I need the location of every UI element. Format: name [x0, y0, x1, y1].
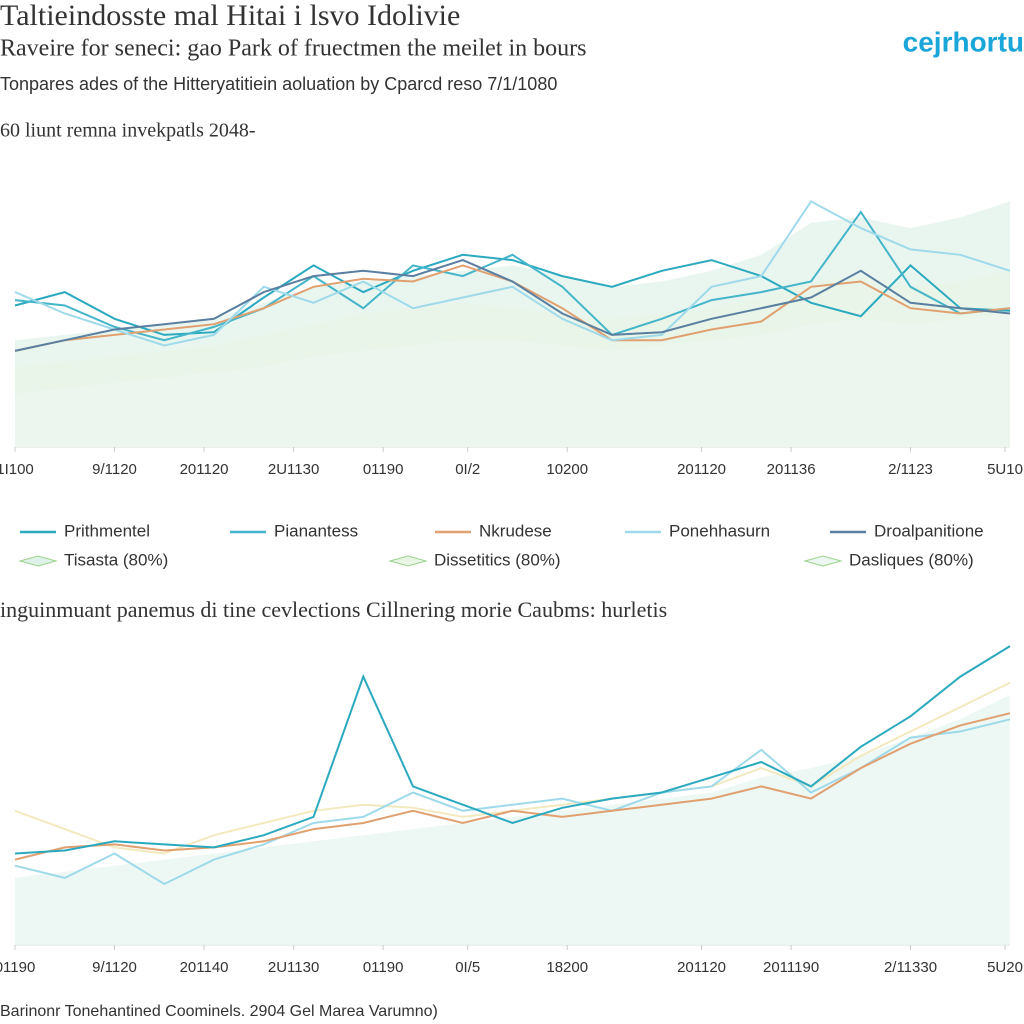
legend-swatch — [18, 555, 58, 567]
legend-label: Droalpanitione — [874, 521, 984, 540]
x-tick-label: 01190 — [0, 959, 35, 976]
x-tick-label: 0I/5 — [455, 959, 480, 976]
legend-label: Dissetitics (80%) — [434, 550, 561, 569]
x-tick-label: 201120 — [677, 959, 726, 976]
x-tick-label: 10200 — [546, 461, 588, 478]
title: Taltieindosste mal Hitai i lsvo Idolivie — [0, 0, 460, 32]
x-tick-label: 2/1123 — [888, 461, 933, 478]
legend-label: Tisasta (80%) — [64, 550, 168, 569]
x-tick-label: 201120 — [677, 461, 726, 478]
chart-label: 60 liunt remna invekpatls 2048- — [0, 120, 256, 142]
line — [14, 712, 1011, 861]
logo: cejrhortu — [903, 26, 1024, 57]
line — [14, 200, 1011, 347]
x-tick-label: 2U1130 — [268, 959, 319, 976]
line — [14, 253, 1011, 336]
legend-label: Pianantess — [274, 521, 358, 540]
x-tick-label: 5U10 — [987, 461, 1023, 478]
x-tick-label: 201120 — [180, 461, 229, 478]
footer: Barinonr Tonehantined Coominels. 2904 Ge… — [0, 1003, 438, 1020]
x-tick-label: 01190 — [363, 461, 404, 478]
x-tick-label: 1I100 — [0, 461, 34, 478]
chart-title: inguinmuant panemus di tine cevlections … — [0, 597, 667, 622]
line — [14, 718, 1011, 886]
line — [14, 210, 1011, 342]
line — [14, 645, 1011, 855]
legend-label: Prithmentel — [64, 521, 150, 540]
x-tick-label: 201140 — [180, 959, 229, 976]
area — [15, 313, 1010, 447]
x-tick-label: 0I/2 — [455, 461, 480, 478]
x-tick-label: 01190 — [363, 959, 404, 976]
x-tick-label: 2/11330 — [884, 959, 937, 976]
legend-label: Ponehhasurn — [669, 521, 770, 540]
legend-label: Dasliques (80%) — [849, 550, 974, 569]
x-tick-label: 9/1120 — [92, 461, 137, 478]
x-tick-label: 201136 — [767, 461, 816, 478]
legend-swatch — [388, 555, 428, 567]
area — [15, 694, 1010, 945]
x-tick-label: 5U20 — [987, 959, 1023, 976]
x-tick-label: 9/1120 — [92, 959, 137, 976]
description: Tonpares ades of the Hitteryatitiein aol… — [0, 74, 557, 94]
legend-swatch — [803, 555, 843, 567]
x-tick-label: 2U1130 — [268, 461, 319, 478]
x-tick-label: 18200 — [546, 959, 588, 976]
line — [14, 259, 1011, 352]
x-tick-label: 2011190 — [763, 959, 819, 976]
legend-label: Nkrudese — [479, 521, 552, 540]
subtitle: Raveire for seneci: gao Park of fruectme… — [0, 36, 586, 62]
